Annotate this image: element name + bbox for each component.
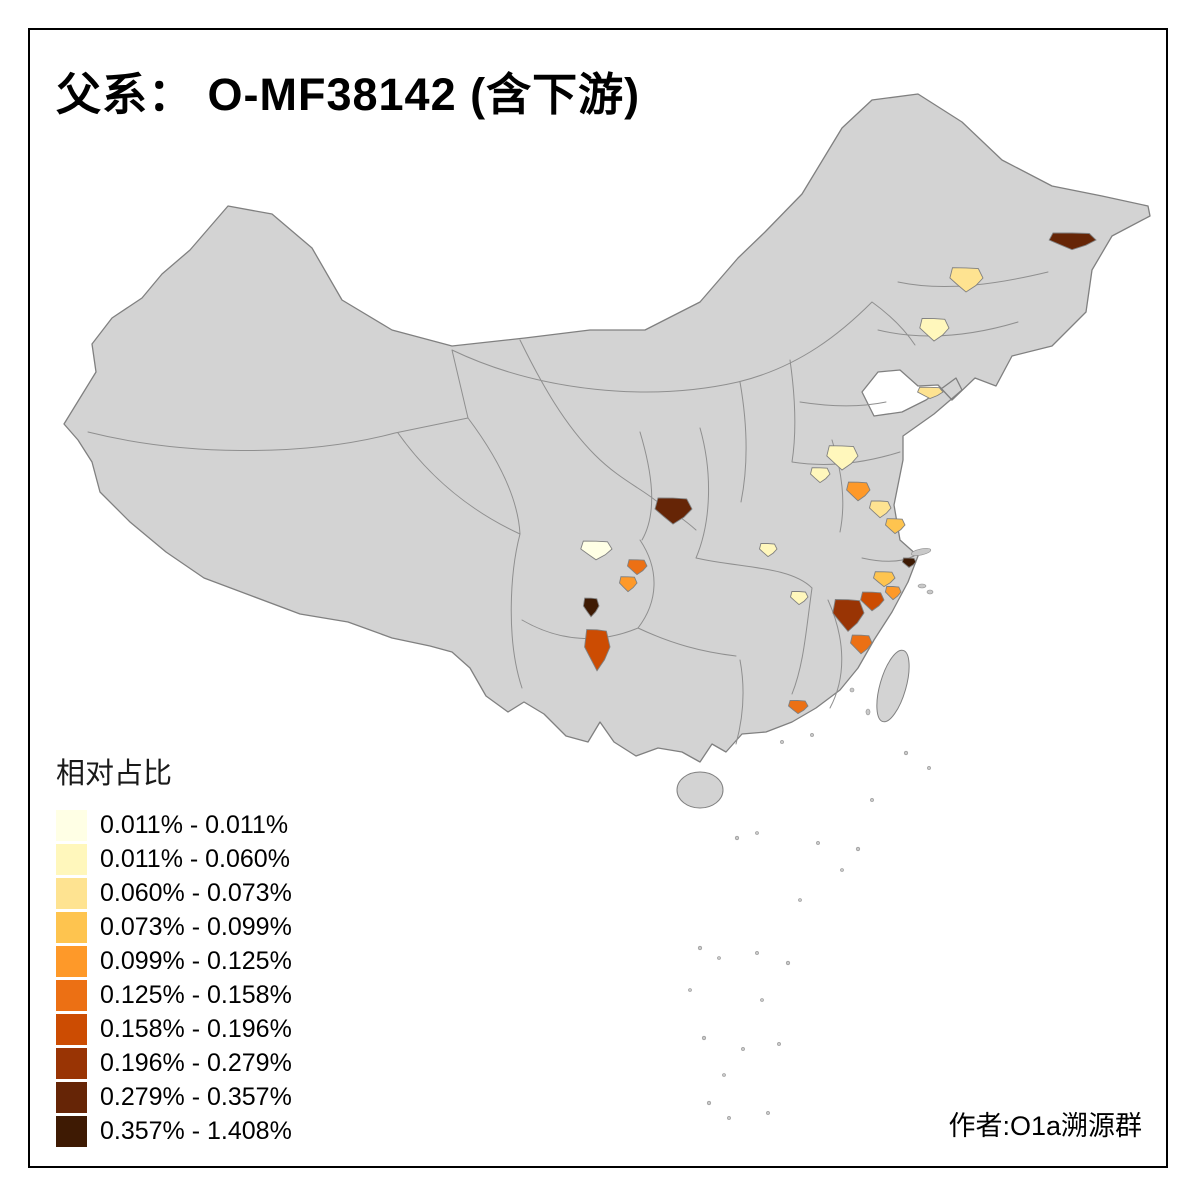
region-jiangsu-central [846, 481, 871, 502]
region-heilongjiang-east [1048, 232, 1097, 251]
map-title: 父系： O-MF38142 (含下游) [56, 69, 641, 120]
region-hubei-central [758, 543, 778, 558]
region-guangdong-east [787, 700, 809, 715]
legend-label: 0.099% - 0.125% [100, 946, 292, 975]
region-yunnan-central [584, 629, 611, 672]
legend-label: 0.073% - 0.099% [100, 912, 292, 941]
region-liaoning-central [919, 318, 950, 342]
region-jiangsu-north [826, 445, 859, 471]
region-zhejiang-central [860, 591, 885, 612]
author-credit: 作者:O1a溯源群 [948, 1111, 1142, 1141]
legend-row: 0.011% - 0.011% [56, 808, 292, 842]
legend-row: 0.073% - 0.099% [56, 910, 292, 944]
legend-row: 0.196% - 0.279% [56, 1046, 292, 1080]
legend-swatch [56, 1081, 87, 1113]
legend-swatch [56, 809, 87, 841]
region-yunnan-northeast [582, 597, 600, 618]
legend-swatch [56, 1047, 87, 1079]
legend-row: 0.279% - 0.357% [56, 1080, 292, 1114]
legend-row: 0.011% - 0.060% [56, 842, 292, 876]
region-chongqing-west [626, 559, 648, 576]
legend-row: 0.125% - 0.158% [56, 978, 292, 1012]
taiwan-island [876, 649, 910, 723]
legend-row: 0.060% - 0.073% [56, 876, 292, 910]
legend-label: 0.011% - 0.011% [100, 810, 289, 839]
region-zhejiang-north [872, 571, 896, 588]
legend-label: 0.279% - 0.357% [100, 1082, 292, 1111]
legend-swatch [56, 1115, 87, 1147]
hainan-island [676, 771, 724, 809]
region-shanghai [901, 557, 917, 568]
legend-label: 0.196% - 0.279% [100, 1048, 292, 1077]
legend-label: 0.357% - 1.408% [100, 1116, 292, 1145]
legend-swatch [56, 1013, 87, 1045]
legend-label: 0.125% - 0.158% [100, 980, 292, 1009]
region-highlights [580, 232, 1097, 715]
region-jiangsu-south [868, 500, 892, 519]
sea-islets [688, 548, 934, 1120]
region-zhejiang-jiangxi-border [832, 599, 865, 633]
legend-row: 0.158% - 0.196% [56, 1012, 292, 1046]
region-chongqing-central [619, 576, 638, 593]
region-fujian-north [850, 634, 873, 655]
legend-swatch [56, 877, 87, 909]
region-jiangsu-southeast [884, 518, 906, 535]
region-jilin-central [949, 267, 984, 293]
china-mainland [63, 93, 1151, 763]
legend: 相对占比 0.011% - 0.011% 0.011% - 0.060% 0.060… [56, 750, 292, 1148]
legend-label: 0.060% - 0.073% [100, 878, 292, 907]
region-shandong-peninsula [917, 386, 944, 399]
legend-row: 0.357% - 1.408% [56, 1114, 292, 1148]
region-zhejiang-east [884, 586, 902, 601]
region-shaanxi-south [654, 497, 693, 525]
region-sichuan-chengdu [580, 540, 613, 561]
legend-row: 0.099% - 0.125% [56, 944, 292, 978]
region-hunan-east [789, 591, 809, 606]
legend-swatch [56, 843, 87, 875]
legend-swatch [56, 911, 87, 943]
legend-swatch [56, 945, 87, 977]
region-jiangsu-west [809, 467, 831, 484]
legend-label: 0.158% - 0.196% [100, 1014, 292, 1043]
legend-swatch [56, 979, 87, 1011]
legend-title: 相对占比 [56, 758, 173, 790]
legend-label: 0.011% - 0.060% [100, 844, 290, 873]
legend-rows: 0.011% - 0.011% 0.011% - 0.060% 0.060% - 0… [56, 808, 292, 1148]
